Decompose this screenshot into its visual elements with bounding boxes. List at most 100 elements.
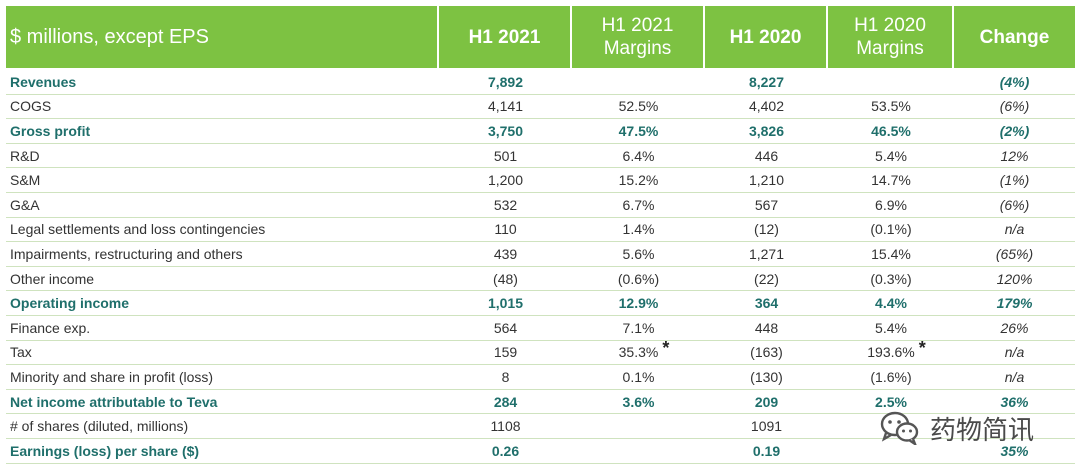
row-label-value: Impairments, restructuring and others (10, 245, 243, 262)
cell-h1-2021-margin-value: 12.9% (618, 295, 659, 312)
cell-h1-2020: 448 (705, 320, 828, 336)
cell-h1-2020-margin-value: 14.7% (871, 172, 911, 189)
table-body: Revenues 7,892 8,227 (4%) COGS 4,141 52.5% 4,40… (6, 70, 1075, 464)
cell-change-value: (2%) (999, 122, 1030, 139)
cell-change: 120% (954, 271, 1075, 287)
cell-h1-2021-margin: 6.4% (572, 148, 705, 164)
cell-h1-2020: (12) (705, 221, 828, 237)
cell-change: (65%) (954, 246, 1075, 262)
cell-h1-2020-value: 209 (754, 393, 779, 410)
cell-h1-2021-margin-value: 52.5% (618, 98, 659, 115)
row-label-value: # of shares (diluted, millions) (10, 418, 189, 435)
cell-h1-2020-margin: 14.7% (828, 172, 954, 188)
cell-h1-2020-margin-value: (0.1%) (870, 221, 912, 238)
cell-h1-2021-margin: 52.5% (572, 98, 705, 114)
cell-change-value: 120% (996, 270, 1033, 287)
row-label-value: Finance exp. (10, 319, 91, 336)
cell-change-value: 36% (1000, 393, 1029, 410)
cell-h1-2020-margin-value: 2.5% (875, 393, 907, 410)
cell-change: (6%) (954, 197, 1075, 213)
cell-h1-2021-value: 0.26 (491, 442, 520, 459)
cell-change: n/a (954, 344, 1075, 360)
cell-h1-2021: 439 (439, 246, 572, 262)
cell-h1-2021-margin: 12.9% (572, 295, 705, 311)
cell-h1-2020-margin: 6.9% (828, 197, 954, 213)
row-label: G&A (6, 197, 439, 213)
cell-h1-2021-margin-value: (0.6%) (617, 270, 660, 287)
cell-change: (4%) (954, 74, 1075, 90)
cell-change-value: n/a (1004, 344, 1025, 361)
cell-h1-2020-margin-value: 15.4% (871, 245, 911, 262)
cell-change-value: (65%) (995, 245, 1034, 262)
cell-h1-2021-margin-value: 35.3% (618, 344, 659, 361)
cell-change: (1%) (954, 172, 1075, 188)
row-label: Legal settlements and loss contingencies (6, 221, 439, 237)
row-label-value: COGS (10, 98, 52, 115)
cell-h1-2020-value: 446 (754, 147, 779, 164)
cell-h1-2021: 1108 (439, 418, 572, 434)
cell-h1-2020-margin-value: 193.6% (867, 344, 915, 361)
cell-h1-2020: 1,210 (705, 172, 828, 188)
cell-h1-2021-margin: (0.6%) (572, 271, 705, 287)
header-h1-2021: H1 2021 (439, 6, 572, 68)
cell-h1-2021-value: 7,892 (487, 73, 524, 90)
cell-h1-2020-value: (163) (750, 344, 783, 361)
footnote-asterisk: * (662, 338, 670, 359)
cell-h1-2021: 159 (439, 344, 572, 360)
table-row: Earnings (loss) per share ($) 0.26 0.19 35% (6, 439, 1075, 464)
cell-h1-2020: 0.19 (705, 443, 828, 459)
cell-h1-2020-margin-value: 4.4% (875, 295, 907, 312)
cell-h1-2020-margin-value: 5.4% (875, 319, 907, 336)
cell-h1-2020-margin-value: 5.4% (875, 147, 907, 164)
footnote-asterisk: * (918, 338, 926, 359)
cell-h1-2021-value: 564 (493, 319, 518, 336)
cell-h1-2021-value: 1,015 (487, 295, 524, 312)
cell-h1-2020-margin: 5.4% (828, 148, 954, 164)
table-row: Impairments, restructuring and others 439… (6, 242, 1075, 267)
cell-change-value: 35% (1000, 442, 1029, 459)
cell-h1-2021-value: 110 (494, 221, 517, 238)
cell-h1-2020-value: 4,402 (748, 98, 785, 115)
header-change: Change (954, 6, 1075, 68)
cell-h1-2021-value: 8 (501, 368, 510, 385)
cell-h1-2020-margin: 46.5% (828, 123, 954, 139)
cell-h1-2020-margin: 5.4% (828, 320, 954, 336)
cell-change: n/a (954, 369, 1075, 385)
cell-h1-2020-value: 8,227 (748, 73, 785, 90)
cell-h1-2020-margin: 15.4% (828, 246, 954, 262)
row-label-value: Earnings (loss) per share ($) (10, 442, 200, 459)
row-label-value: Legal settlements and loss contingencies (10, 221, 266, 238)
cell-h1-2020-value: 448 (754, 319, 779, 336)
cell-h1-2020-margin: 4.4% (828, 295, 954, 311)
cell-h1-2020-margin: (1.6%) (828, 369, 954, 385)
row-label: R&D (6, 148, 439, 164)
cell-h1-2020-value: 567 (754, 196, 779, 213)
cell-change-value: 179% (996, 295, 1033, 312)
cell-h1-2021-margin: 0.1% (572, 369, 705, 385)
cell-h1-2021-margin: 5.6% (572, 246, 705, 262)
cell-h1-2020-value: 0.19 (752, 442, 781, 459)
row-label-value: S&M (10, 172, 41, 189)
cell-h1-2021-margin: 15.2% (572, 172, 705, 188)
row-label: Net income attributable to Teva (6, 394, 439, 410)
row-label: S&M (6, 172, 439, 188)
row-label: # of shares (diluted, millions) (6, 418, 439, 434)
cell-change: 26% (954, 320, 1075, 336)
cell-h1-2020-margin: (0.1%) (828, 221, 954, 237)
cell-h1-2021-margin: 7.1% (572, 320, 705, 336)
header-h1-2021-margins: H1 2021 Margins (572, 6, 705, 68)
cell-h1-2021-margin-value: 5.6% (622, 245, 655, 262)
cell-h1-2021-margin: 1.4% (572, 221, 705, 237)
cell-h1-2021: (48) (439, 271, 572, 287)
cell-h1-2021-margin: 35.3% * (572, 338, 705, 361)
cell-h1-2021-value: 4,141 (487, 98, 524, 115)
row-label: COGS (6, 98, 439, 114)
header-h1-2020-margins: H1 2020 Margins (828, 6, 954, 68)
cell-change-value: (6%) (999, 196, 1030, 213)
cell-h1-2020-value: 1091 (750, 418, 783, 435)
cell-h1-2021-margin-value: 47.5% (618, 122, 659, 139)
cell-h1-2021-value: 159 (493, 344, 518, 361)
cell-h1-2020-margin: 193.6% * (828, 338, 954, 361)
cell-h1-2020-value: (12) (754, 221, 779, 238)
cell-h1-2020-margin-value: (1.6%) (870, 368, 912, 385)
